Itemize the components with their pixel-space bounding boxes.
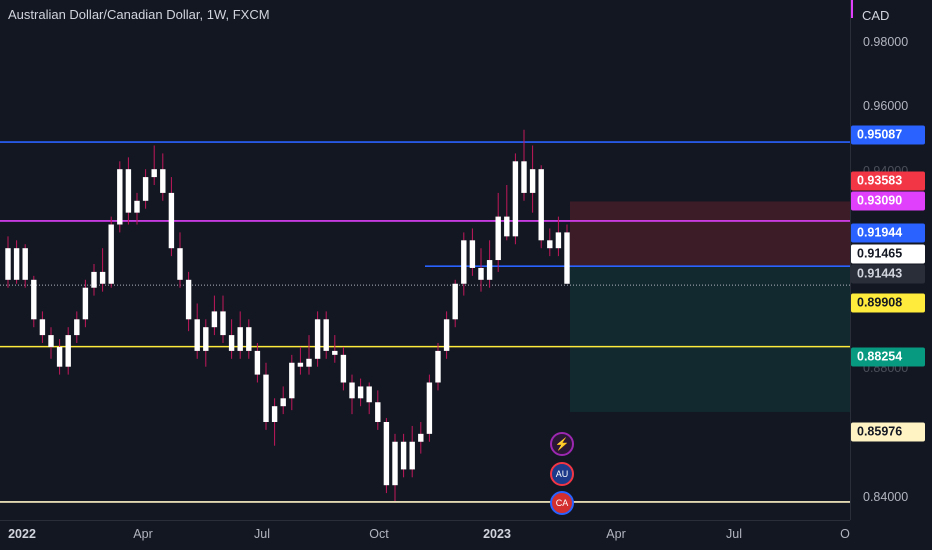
candle-body: [263, 374, 269, 422]
candle-body: [151, 169, 157, 178]
candle-body: [56, 346, 63, 367]
time-tick: 2022: [8, 527, 36, 541]
candle-body: [392, 441, 398, 486]
price-tick: 0.84000: [863, 490, 909, 504]
candle-body: [443, 319, 450, 351]
candle-body: [529, 169, 536, 193]
candle-body: [426, 382, 433, 434]
candle-body: [452, 283, 458, 320]
candle-body: [512, 161, 519, 237]
price-label-support[interactable]: 0.89908: [851, 293, 925, 313]
candle-body: [246, 327, 252, 351]
candle-body: [332, 350, 338, 355]
price-label-magenta[interactable]: 0.93090: [851, 191, 925, 211]
candle-body: [409, 441, 415, 470]
price-label-stop[interactable]: 0.93583: [851, 171, 925, 191]
australia-flag-icon[interactable]: AU: [550, 462, 574, 486]
candle-body: [314, 319, 321, 359]
candle-body: [504, 216, 510, 237]
candle-body: [211, 311, 218, 328]
price-label-entry[interactable]: 0.91944: [851, 223, 925, 243]
price-tick: 0.96000: [863, 99, 909, 113]
price-label-resistance[interactable]: 0.95087: [851, 125, 925, 145]
price-tick: 0.98000: [863, 35, 909, 49]
currency-label[interactable]: CAD: [862, 8, 890, 23]
candle-body: [555, 232, 562, 249]
time-axis-divider: [0, 520, 850, 521]
candle-body: [323, 319, 329, 351]
candle-body: [82, 287, 89, 320]
candle-body: [564, 232, 570, 284]
candle-body: [13, 248, 20, 280]
time-tick: 2023: [483, 527, 511, 541]
candle-body: [99, 271, 106, 284]
time-tick: Oct: [369, 527, 389, 541]
candle-body: [461, 240, 467, 284]
candle-body: [478, 267, 484, 280]
candle-body: [289, 362, 295, 399]
candle-body: [237, 327, 243, 351]
candle-body: [469, 240, 476, 268]
candle-body: [280, 398, 286, 407]
candle-body: [538, 169, 544, 241]
price-label-target[interactable]: 0.88254: [851, 347, 925, 367]
lightning-icon[interactable]: ⚡: [550, 432, 574, 456]
time-tick: Jul: [726, 527, 742, 541]
candle-body: [142, 177, 149, 201]
currency-marker: [851, 0, 853, 18]
candle-body: [48, 335, 54, 347]
candle-body: [5, 248, 11, 280]
candle-body: [486, 260, 493, 280]
price-label-last[interactable]: 0.91465: [851, 244, 925, 264]
candle-body: [117, 169, 123, 225]
candle-body: [521, 161, 527, 193]
time-tick: Apr: [133, 527, 153, 541]
candle-body: [400, 441, 407, 470]
canada-flag-icon[interactable]: CA: [550, 491, 574, 515]
candle-body: [177, 248, 183, 280]
candle-body: [254, 350, 261, 375]
candle-body: [65, 335, 71, 367]
candle-body: [22, 248, 28, 280]
candle-body: [228, 335, 235, 351]
candle-body: [375, 402, 381, 422]
candle-body: [349, 382, 355, 399]
candle-body: [194, 319, 200, 351]
candle-body: [160, 169, 166, 193]
time-tick: O: [840, 527, 850, 541]
candle-body: [340, 354, 347, 383]
candle-body: [168, 192, 175, 249]
candle-body: [31, 279, 37, 320]
stop-loss-zone: [570, 201, 850, 267]
candle-body: [435, 350, 441, 383]
price-label-close[interactable]: 0.91443: [851, 264, 925, 284]
candle-body: [297, 362, 304, 367]
candle-body: [271, 406, 278, 422]
candle-body: [366, 386, 372, 403]
candle-body: [108, 224, 114, 284]
candle-body: [203, 327, 209, 351]
candle-body: [418, 433, 424, 442]
candle-body: [125, 169, 132, 213]
take-profit-zone: [570, 266, 850, 412]
candle-body: [306, 358, 312, 367]
candle-body: [547, 240, 553, 249]
time-tick: Apr: [606, 527, 626, 541]
price-axis-divider: [850, 0, 851, 520]
candle-body: [495, 216, 501, 261]
candle-body: [39, 319, 46, 336]
symbol-title[interactable]: Australian Dollar/Canadian Dollar, 1W, F…: [8, 7, 270, 22]
candle-body: [134, 200, 140, 213]
candle-body: [220, 311, 226, 336]
candle-body: [74, 319, 80, 336]
time-tick: Jul: [254, 527, 270, 541]
candle-body: [357, 386, 364, 399]
candle-body: [185, 279, 192, 320]
candle-body: [383, 422, 390, 486]
price-label-low-support[interactable]: 0.85976: [851, 422, 925, 442]
candle-body: [91, 271, 97, 288]
